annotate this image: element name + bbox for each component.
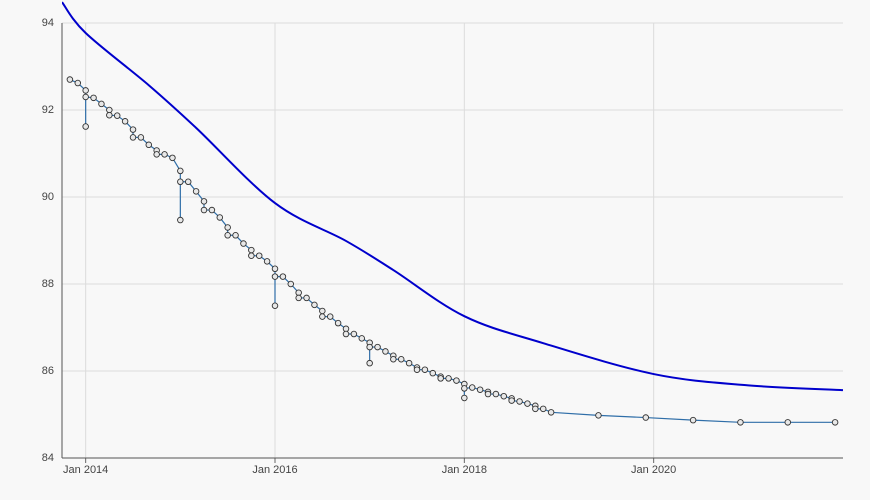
point bbox=[82, 93, 89, 101]
series-line bbox=[62, 1, 843, 392]
point bbox=[737, 419, 744, 426]
point bbox=[461, 385, 468, 392]
point bbox=[342, 330, 350, 338]
point bbox=[184, 178, 192, 186]
point bbox=[240, 240, 247, 247]
point bbox=[311, 301, 318, 309]
point bbox=[437, 375, 444, 382]
point bbox=[508, 397, 515, 404]
point bbox=[232, 232, 239, 239]
point bbox=[137, 134, 145, 141]
point bbox=[82, 87, 89, 94]
point bbox=[532, 405, 539, 413]
point bbox=[453, 377, 460, 384]
point bbox=[121, 118, 129, 125]
x-tick-label: Jan 2016 bbox=[252, 464, 297, 476]
point bbox=[334, 319, 342, 327]
x-tick-label: Jan 2020 bbox=[631, 464, 676, 476]
point bbox=[468, 384, 476, 391]
point bbox=[263, 258, 271, 265]
point bbox=[224, 232, 231, 239]
point bbox=[461, 394, 468, 402]
point bbox=[516, 398, 523, 405]
point bbox=[366, 359, 373, 367]
y-tick-label: 94 bbox=[42, 17, 54, 29]
x-tick-label: Jan 2018 bbox=[442, 464, 487, 476]
point bbox=[82, 123, 89, 130]
point bbox=[192, 188, 200, 195]
y-tick-label: 92 bbox=[42, 104, 54, 116]
plot-area bbox=[62, 23, 843, 458]
point bbox=[492, 390, 500, 398]
point bbox=[524, 400, 531, 407]
point bbox=[642, 414, 650, 421]
point bbox=[295, 294, 302, 302]
point bbox=[319, 313, 326, 320]
point bbox=[303, 294, 310, 302]
point bbox=[271, 273, 279, 280]
point bbox=[208, 206, 216, 214]
point bbox=[350, 330, 358, 338]
point bbox=[326, 313, 334, 320]
y-tick-label: 88 bbox=[42, 278, 54, 290]
point bbox=[224, 224, 231, 231]
point bbox=[831, 419, 839, 426]
point bbox=[74, 79, 82, 87]
point bbox=[145, 141, 153, 149]
grid bbox=[61, 22, 843, 463]
point bbox=[405, 359, 413, 367]
point bbox=[358, 335, 366, 342]
point bbox=[784, 419, 792, 426]
point bbox=[390, 356, 397, 363]
point bbox=[382, 348, 389, 355]
point bbox=[216, 214, 224, 221]
point bbox=[295, 289, 302, 296]
point bbox=[98, 100, 105, 108]
point bbox=[397, 356, 405, 363]
point bbox=[500, 392, 508, 400]
point bbox=[421, 366, 429, 373]
point bbox=[177, 167, 184, 175]
y-tick-label: 86 bbox=[42, 365, 54, 377]
point bbox=[374, 343, 381, 351]
point bbox=[200, 198, 208, 205]
point bbox=[106, 106, 113, 114]
point bbox=[413, 366, 421, 373]
point bbox=[255, 252, 263, 259]
point bbox=[271, 302, 279, 310]
point bbox=[445, 375, 452, 382]
point bbox=[113, 112, 121, 119]
point bbox=[547, 409, 555, 416]
plot bbox=[62, 1, 843, 426]
point bbox=[319, 307, 326, 315]
point bbox=[106, 111, 113, 119]
point bbox=[271, 265, 279, 273]
point bbox=[66, 76, 74, 83]
point bbox=[177, 216, 184, 224]
point bbox=[161, 151, 168, 158]
point bbox=[129, 134, 137, 141]
point bbox=[484, 390, 492, 398]
y-tick-label: 84 bbox=[42, 452, 54, 464]
point bbox=[366, 343, 373, 351]
point bbox=[476, 386, 484, 393]
point bbox=[129, 126, 137, 133]
point bbox=[342, 325, 350, 333]
point bbox=[169, 154, 176, 162]
point bbox=[595, 412, 602, 419]
point bbox=[689, 416, 697, 424]
point bbox=[90, 94, 97, 102]
point bbox=[248, 252, 255, 259]
point bbox=[153, 151, 160, 158]
x-tick-label: Jan 2014 bbox=[63, 464, 108, 476]
point bbox=[279, 273, 287, 280]
point bbox=[248, 246, 255, 254]
point bbox=[429, 369, 437, 377]
point bbox=[539, 405, 547, 413]
point bbox=[200, 206, 208, 214]
point bbox=[177, 178, 184, 186]
y-tick-label: 90 bbox=[42, 191, 54, 203]
point bbox=[287, 280, 295, 288]
